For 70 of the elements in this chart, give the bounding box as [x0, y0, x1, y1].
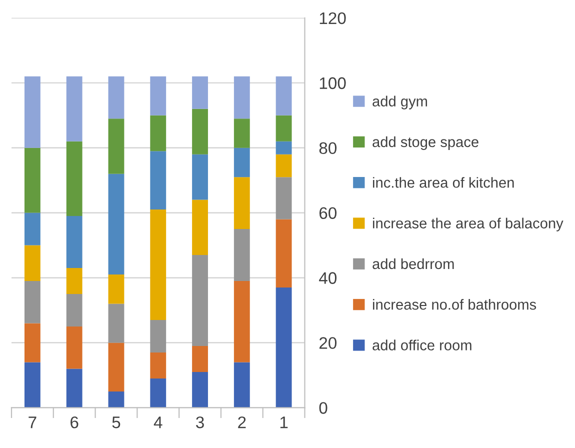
- bar: [276, 219, 292, 288]
- bar: [108, 76, 124, 119]
- bar: [150, 151, 166, 210]
- x-tick-label: 4: [154, 416, 162, 428]
- bar: [108, 118, 124, 174]
- bar: [150, 115, 166, 152]
- legend-label: add bedrrom: [372, 258, 454, 270]
- x-tick-label: 3: [196, 416, 204, 428]
- bar: [150, 378, 166, 408]
- bar: [150, 210, 166, 320]
- bar: [192, 372, 208, 408]
- x-tick-label: 6: [70, 416, 78, 428]
- bar: [24, 362, 40, 408]
- legend-label: add stoge space: [372, 136, 478, 150]
- legend-label: increase the area of balacony: [373, 218, 564, 232]
- bar: [150, 352, 166, 378]
- bar: [234, 362, 250, 408]
- bar: [234, 281, 250, 362]
- y-tick-label: 100: [320, 77, 346, 90]
- x-tick-label: 5: [112, 416, 120, 428]
- bar: [234, 229, 250, 282]
- bar: [276, 154, 292, 178]
- bar: [150, 320, 166, 352]
- legend-label: inc.the area of kitchen: [373, 177, 514, 188]
- bar: [276, 115, 292, 142]
- x-tick-label: 7: [28, 416, 36, 428]
- y-tick-label: 40: [319, 272, 337, 284]
- bar: [24, 323, 40, 362]
- bar: [108, 391, 124, 408]
- bar: [276, 177, 292, 220]
- bar: [192, 76, 208, 109]
- y-tick-label: 120: [320, 12, 346, 24]
- bar: [192, 154, 208, 200]
- y-tick-label: 80: [319, 142, 337, 154]
- y-tick-label: 20: [319, 337, 337, 349]
- bar: [234, 148, 250, 178]
- bar: [24, 245, 40, 282]
- bar: [276, 141, 292, 154]
- bar: [108, 342, 124, 392]
- bar: [192, 200, 208, 256]
- bar: [24, 212, 40, 246]
- bar: [150, 76, 166, 116]
- bar: [24, 281, 40, 324]
- y-tick-label: 0: [319, 402, 328, 414]
- legend-label: add gym: [372, 96, 427, 110]
- bar: [66, 326, 82, 369]
- bar: [276, 76, 292, 116]
- x-tick-label: 1: [280, 416, 288, 428]
- bar: [66, 76, 82, 142]
- bar: [108, 274, 124, 304]
- bar: [66, 368, 82, 408]
- bar: [66, 141, 82, 216]
- bar: [24, 76, 40, 148]
- bar: [234, 118, 250, 148]
- legend-label: add office room: [372, 340, 472, 350]
- legend-label: increase no.of bathrooms: [373, 299, 536, 310]
- bar: [234, 177, 250, 230]
- bar: [66, 294, 82, 326]
- bar: [108, 304, 124, 343]
- bar: [276, 288, 292, 408]
- y-tick-label: 60: [319, 207, 337, 220]
- bar: [108, 174, 124, 275]
- bar: [66, 268, 82, 294]
- x-tick-label: 2: [238, 416, 246, 428]
- bar: [234, 76, 250, 119]
- bar: [192, 108, 208, 154]
- bar: [66, 216, 82, 268]
- bar: [24, 148, 40, 213]
- bar: [192, 346, 208, 372]
- bar: [192, 255, 208, 346]
